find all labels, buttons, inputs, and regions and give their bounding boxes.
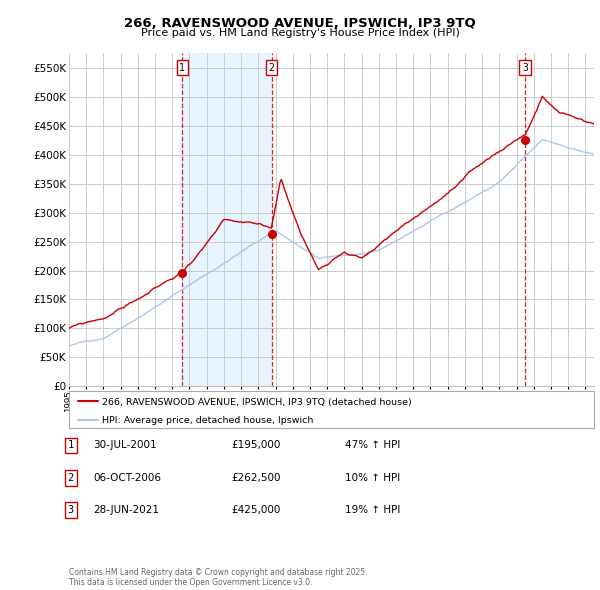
Text: 3: 3 bbox=[522, 63, 528, 73]
Text: £262,500: £262,500 bbox=[231, 473, 281, 483]
Text: 3: 3 bbox=[68, 506, 74, 515]
Text: 2: 2 bbox=[269, 63, 275, 73]
Point bbox=[267, 230, 277, 239]
Text: Price paid vs. HM Land Registry's House Price Index (HPI): Price paid vs. HM Land Registry's House … bbox=[140, 28, 460, 38]
Point bbox=[520, 135, 530, 145]
Text: 10% ↑ HPI: 10% ↑ HPI bbox=[345, 473, 400, 483]
Text: 266, RAVENSWOOD AVENUE, IPSWICH, IP3 9TQ (detached house): 266, RAVENSWOOD AVENUE, IPSWICH, IP3 9TQ… bbox=[102, 398, 412, 407]
Text: 06-OCT-2006: 06-OCT-2006 bbox=[93, 473, 161, 483]
Text: 2: 2 bbox=[68, 473, 74, 483]
Text: 1: 1 bbox=[179, 63, 185, 73]
Text: 30-JUL-2001: 30-JUL-2001 bbox=[93, 441, 157, 450]
Text: £425,000: £425,000 bbox=[231, 506, 280, 515]
Text: HPI: Average price, detached house, Ipswich: HPI: Average price, detached house, Ipsw… bbox=[102, 417, 313, 425]
Point bbox=[178, 268, 187, 278]
Text: £195,000: £195,000 bbox=[231, 441, 280, 450]
Text: 1: 1 bbox=[68, 441, 74, 450]
Text: 19% ↑ HPI: 19% ↑ HPI bbox=[345, 506, 400, 515]
Text: Contains HM Land Registry data © Crown copyright and database right 2025.
This d: Contains HM Land Registry data © Crown c… bbox=[69, 568, 367, 587]
Text: 47% ↑ HPI: 47% ↑ HPI bbox=[345, 441, 400, 450]
Text: 266, RAVENSWOOD AVENUE, IPSWICH, IP3 9TQ: 266, RAVENSWOOD AVENUE, IPSWICH, IP3 9TQ bbox=[124, 17, 476, 30]
Bar bbox=[182, 53, 272, 386]
Text: 28-JUN-2021: 28-JUN-2021 bbox=[93, 506, 159, 515]
